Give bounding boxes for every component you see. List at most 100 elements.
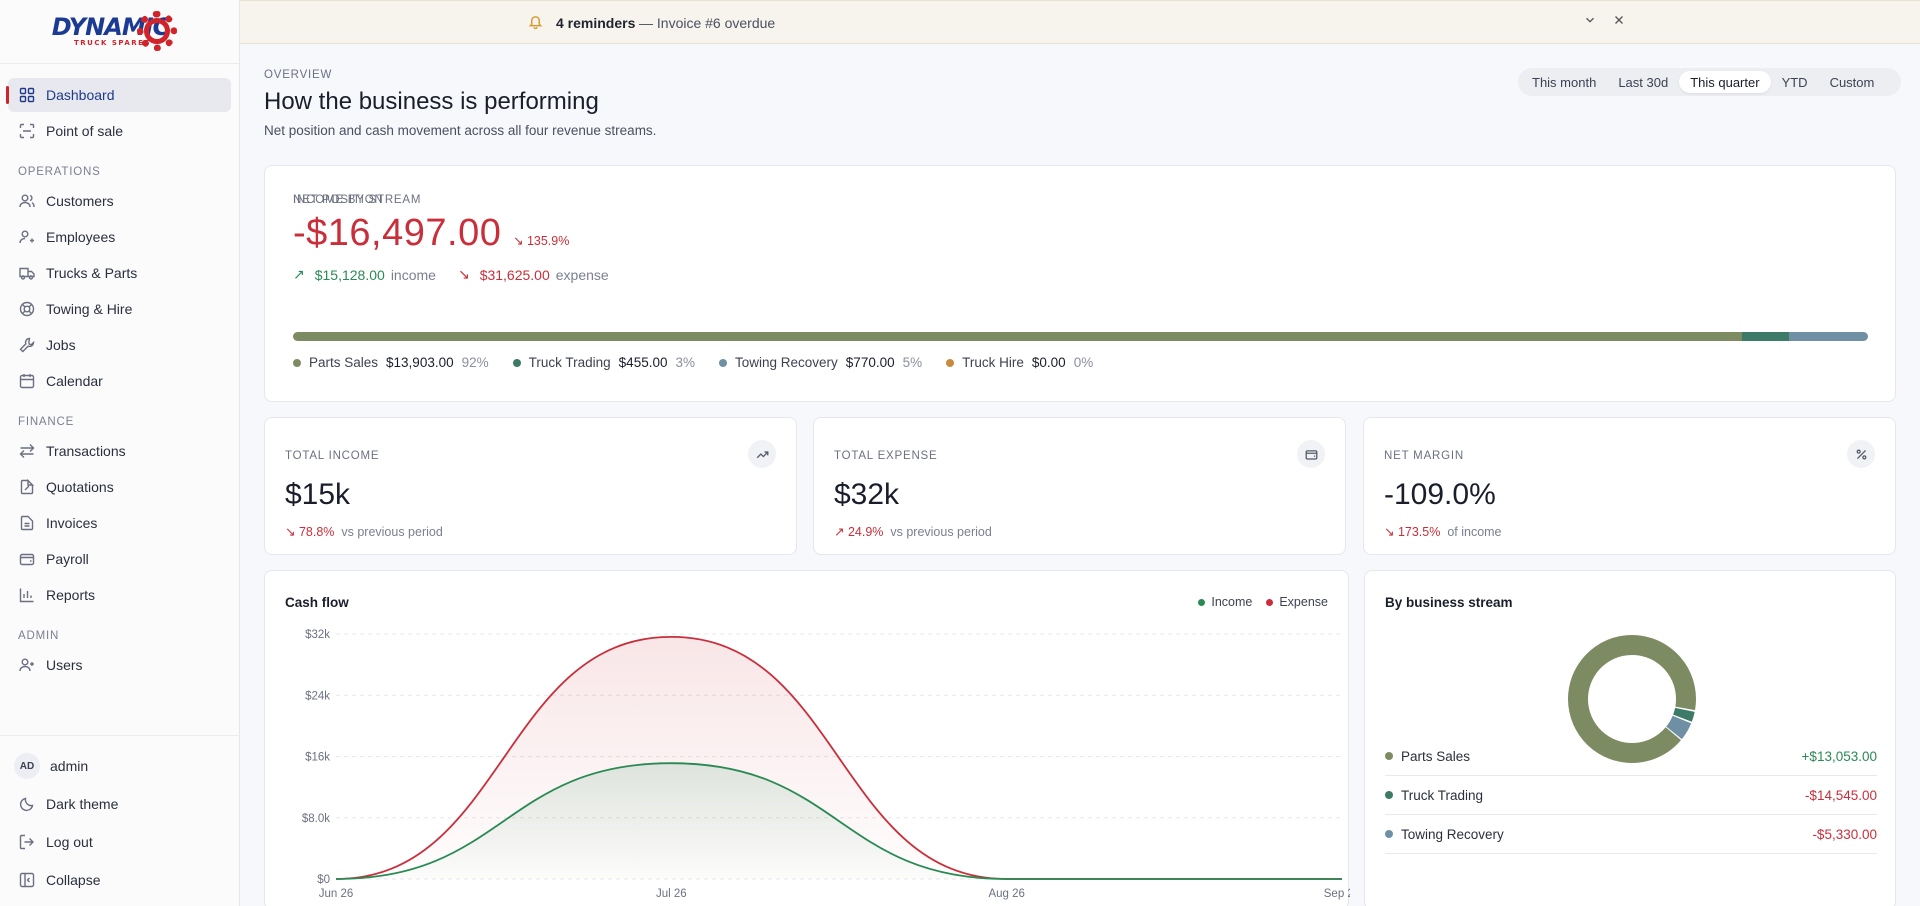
income-amount: $15,128.00: [314, 266, 385, 283]
document-icon: [18, 514, 36, 532]
range-last-30d[interactable]: Last 30d: [1618, 74, 1669, 90]
nav-point-of-sale[interactable]: Point of sale: [8, 114, 231, 148]
income-label: income: [390, 266, 436, 283]
net-position-card: NET POSITION -$16,497.00 ↘ 135.9% ↗ $15,…: [264, 165, 1896, 402]
nav-label: Towing & Hire: [46, 301, 133, 317]
section-operations: OPERATIONS: [18, 166, 101, 178]
avatar: AD: [14, 753, 40, 779]
income-stream-bar: [293, 332, 1868, 341]
dark-theme-label: Dark theme: [46, 796, 119, 812]
lifebuoy-icon: [18, 300, 36, 318]
nav-transactions[interactable]: Transactions: [8, 434, 231, 468]
nav-label: Point of sale: [46, 123, 124, 139]
stream-bar-segment: [1742, 332, 1790, 341]
nav-label: Quotations: [46, 479, 114, 495]
chevron-down-icon[interactable]: [1583, 13, 1597, 30]
legend-truck-hire: Truck Hire $0.00 0%: [946, 355, 1093, 370]
sidebar: DYNAMIC TRUCK SPARES Dashboard Point of …: [0, 0, 240, 906]
nav-calendar[interactable]: Calendar: [8, 364, 231, 398]
logout-button[interactable]: Log out: [8, 824, 232, 860]
sidebar-footer: AD admin Dark theme Log out Collapse: [0, 735, 240, 906]
close-icon[interactable]: [1612, 13, 1626, 30]
wallet-icon: [1297, 440, 1325, 468]
logout-label: Log out: [46, 834, 93, 850]
truck-icon: [18, 264, 36, 282]
nav-towing-hire[interactable]: Towing & Hire: [8, 292, 231, 326]
kpi-label: TOTAL EXPENSE: [834, 450, 938, 462]
cash-flow-card: $0 $8.0k $16k $24k $32k Jun 26 Jul 26 Aug 26 Sep…: [264, 570, 1350, 906]
expense-amount: $31,625.00: [479, 266, 550, 283]
kpi-net-margin: NET MARGIN -109.0% ↘ 173.5% of income: [1363, 417, 1896, 555]
range-custom[interactable]: Custom: [1829, 74, 1875, 90]
legend-parts-sales: Parts Sales $13,903.00 92%: [293, 355, 489, 370]
user-menu[interactable]: AD admin: [8, 748, 232, 784]
cash-flow-chart: $0 $8.0k $16k $24k $32k Jun 26 Jul 26 Aug 26 Sep…: [302, 629, 1350, 900]
range-this-quarter[interactable]: This quarter: [1679, 71, 1771, 93]
kpi-delta: ↘ 173.5% of income: [1384, 525, 1502, 539]
range-selector: This month Last 30d This quarter YTD Cus…: [1518, 68, 1901, 96]
nav-label: Calendar: [46, 373, 103, 389]
nav-label: Payroll: [46, 551, 89, 567]
reminders-detail: — Invoice #6 overdue: [639, 15, 776, 31]
cash-flow-legend: Income Expense: [1184, 595, 1328, 609]
y-tick-label: $24k: [305, 690, 330, 702]
legend-towing-recovery: Towing Recovery $770.00 5%: [719, 355, 922, 370]
users-icon: [18, 192, 36, 210]
arrow-down-right-icon: ↘: [457, 266, 470, 282]
by-stream-card: By business stream Parts Sales +$13,053.…: [1364, 570, 1896, 906]
kpi-delta: ↗ 24.9% vs previous period: [834, 525, 992, 539]
legend-truck-trading: Truck Trading $455.00 3%: [512, 355, 695, 370]
stream-row-parts-sales[interactable]: Parts Sales +$13,053.00: [1385, 737, 1877, 776]
expense-label: expense: [555, 266, 609, 283]
legend-dot: [946, 358, 955, 367]
range-this-month[interactable]: This month: [1532, 74, 1597, 90]
page-overline: OVERVIEW: [264, 69, 333, 81]
dark-theme-toggle[interactable]: Dark theme: [8, 786, 232, 822]
nav-jobs[interactable]: Jobs: [8, 328, 231, 362]
nav-quotations[interactable]: Quotations: [8, 470, 231, 504]
wallet-icon: [18, 550, 36, 568]
kpi-total-income: TOTAL INCOME $15k ↘ 78.8% vs previous pe…: [264, 417, 797, 555]
nav-label: Users: [46, 657, 83, 673]
x-tick-label: Aug 26: [988, 888, 1024, 900]
wrench-icon: [18, 336, 36, 354]
logout-icon: [18, 833, 36, 851]
moon-icon: [18, 795, 36, 813]
net-position-breakdown: ↗ $15,128.00 income ↘ $31,625.00 expense: [293, 266, 609, 283]
range-ytd[interactable]: YTD: [1781, 74, 1808, 90]
nav-reports[interactable]: Reports: [8, 578, 231, 612]
arrows-icon: [18, 442, 36, 460]
x-tick-label: Sep 26: [1324, 888, 1350, 900]
legend-expense: Expense: [1266, 595, 1328, 609]
logo[interactable]: DYNAMIC TRUCK SPARES: [52, 5, 185, 59]
nav-trucks-parts[interactable]: Trucks & Parts: [8, 256, 231, 290]
stream-row-truck-trading[interactable]: Truck Trading -$14,545.00: [1385, 776, 1877, 815]
percent-icon: [1847, 440, 1875, 468]
kpi-total-expense: TOTAL EXPENSE $32k ↗ 24.9% vs previous p…: [813, 417, 1346, 555]
user-name: admin: [50, 758, 89, 774]
x-tick-label: Jul 26: [656, 888, 687, 900]
nav-payroll[interactable]: Payroll: [8, 542, 231, 576]
collapse-button[interactable]: Collapse: [8, 862, 232, 898]
y-tick-label: $16k: [305, 752, 330, 764]
main-content: OVERVIEW How the business is performing …: [240, 44, 1920, 906]
reminders-count: 4 reminders: [556, 15, 636, 31]
logo-gear-icon: [136, 10, 177, 51]
nav-dashboard[interactable]: Dashboard: [6, 78, 231, 112]
reminders-banner[interactable]: 4 reminders — Invoice #6 overdue: [240, 0, 1920, 44]
y-tick-label: $8.0k: [302, 813, 330, 825]
nav-employees[interactable]: Employees: [8, 220, 231, 254]
stream-row-towing-recovery[interactable]: Towing Recovery -$5,330.00: [1385, 815, 1877, 854]
nav-label: Trucks & Parts: [46, 265, 138, 281]
income-by-stream-label: INCOME BY STREAM: [293, 194, 422, 206]
nav-users[interactable]: Users: [8, 648, 231, 682]
y-tick-label: $0: [317, 874, 330, 886]
collapse-label: Collapse: [46, 872, 101, 888]
nav-customers[interactable]: Customers: [8, 184, 231, 218]
kpi-value: $32k: [834, 478, 900, 511]
brand-area: DYNAMIC TRUCK SPARES: [0, 0, 239, 64]
nav-invoices[interactable]: Invoices: [8, 506, 231, 540]
series-line-income: [335, 762, 1342, 880]
kpi-value: -109.0%: [1384, 478, 1496, 511]
scan-icon: [18, 122, 36, 140]
